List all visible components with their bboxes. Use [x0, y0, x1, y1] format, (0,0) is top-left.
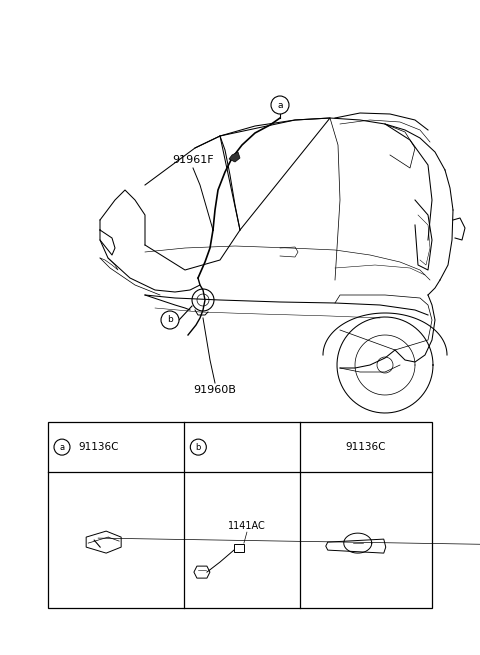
- Polygon shape: [229, 152, 240, 162]
- Text: 91961F: 91961F: [172, 155, 214, 165]
- Circle shape: [271, 96, 289, 114]
- Circle shape: [161, 311, 179, 329]
- Bar: [48, 422, 432, 608]
- Text: 91960B: 91960B: [193, 385, 237, 395]
- Text: 1141AC: 1141AC: [228, 521, 266, 531]
- Text: a: a: [60, 443, 65, 451]
- Text: b: b: [196, 443, 201, 451]
- Circle shape: [190, 439, 206, 455]
- Text: 91136C: 91136C: [78, 442, 119, 452]
- Text: 91136C: 91136C: [346, 442, 386, 452]
- Text: b: b: [167, 316, 173, 324]
- Text: a: a: [277, 100, 283, 109]
- Circle shape: [54, 439, 70, 455]
